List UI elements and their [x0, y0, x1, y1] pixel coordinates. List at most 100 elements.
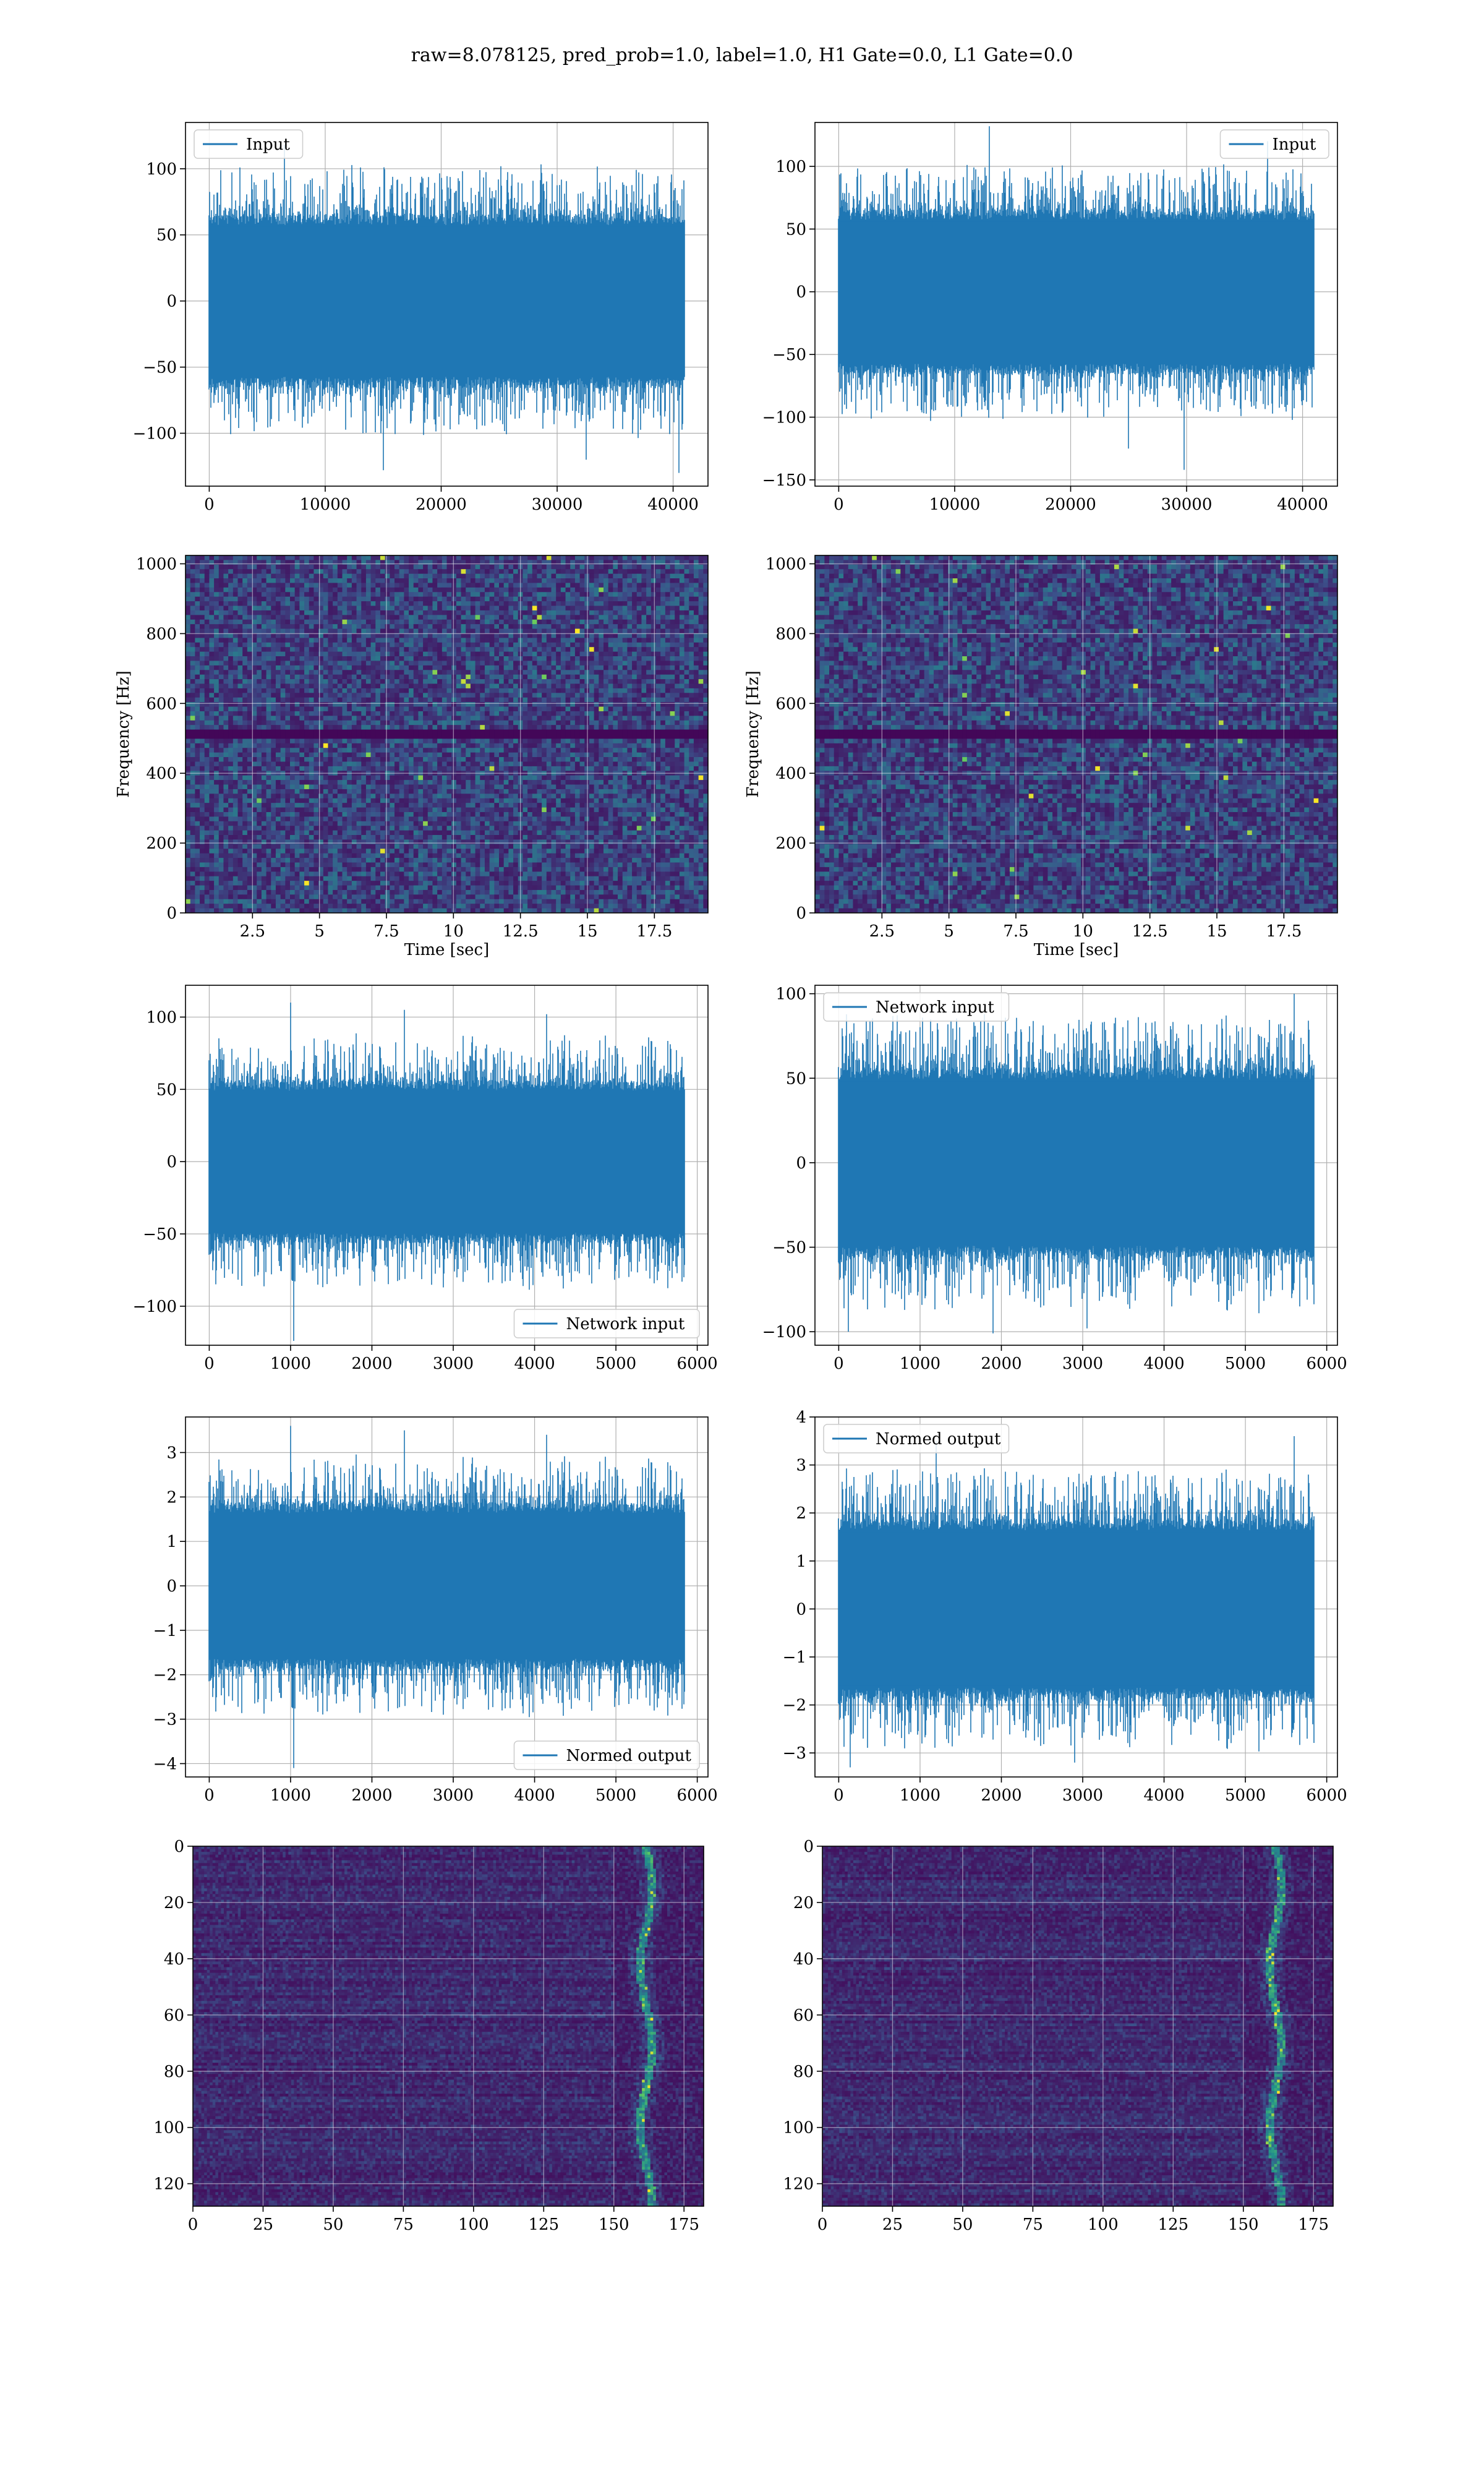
y-tick-label: 100	[146, 1008, 177, 1027]
heatmap-cells	[193, 1846, 704, 2207]
x-tick-label: 1000	[270, 1355, 311, 1373]
y-tick-label: 1	[166, 1533, 177, 1551]
x-tick-label: 0	[204, 1355, 215, 1373]
y-tick-label: 100	[146, 160, 177, 179]
legend-label: Network input	[876, 998, 994, 1017]
y-tick-label: 1000	[765, 555, 806, 574]
y-tick-label: 3	[796, 1457, 806, 1475]
y-tick-label: 600	[146, 695, 177, 713]
x-tick-label: 0	[204, 495, 215, 514]
x-tick-label: 3000	[1062, 1786, 1103, 1805]
y-tick-label: 40	[793, 1950, 814, 1969]
x-tick-label: 12.5	[1132, 922, 1168, 941]
x-tick-label: 30000	[532, 495, 583, 514]
x-tick-label: 17.5	[1266, 922, 1302, 941]
y-tick-label: 50	[786, 1069, 806, 1088]
x-tick-label: 75	[1023, 2215, 1043, 2234]
y-tick-label: 0	[796, 1154, 806, 1173]
x-tick-label: 6000	[1307, 1355, 1347, 1373]
x-tick-label: 150	[1228, 2215, 1259, 2234]
x-tick-label: 7.5	[373, 922, 399, 941]
x-tick-label: 6000	[677, 1786, 718, 1805]
y-tick-label: 1000	[136, 555, 177, 574]
x-tick-label: 0	[834, 1786, 844, 1805]
y-tick-label: 600	[775, 695, 806, 713]
series-body	[209, 1092, 684, 1231]
y-tick-label: 50	[156, 1081, 177, 1099]
x-tick-label: 125	[1158, 2215, 1188, 2234]
series-body	[838, 221, 1313, 362]
y-tick-label: −50	[772, 1239, 806, 1257]
y-tick-label: 80	[164, 2063, 184, 2081]
y-tick-label: −100	[762, 408, 806, 427]
x-tick-label: 100	[1088, 2215, 1119, 2234]
x-tick-label: 0	[188, 2215, 198, 2234]
y-tick-label: −3	[153, 1711, 177, 1729]
x-tick-label: 17.5	[636, 922, 672, 941]
x-tick-label: 100	[458, 2215, 489, 2234]
x-tick-label: 10	[443, 922, 464, 941]
y-tick-label: −4	[153, 1755, 177, 1773]
heatmap-cells	[815, 555, 1338, 914]
legend: Input	[194, 130, 303, 158]
x-tick-label: 6000	[1307, 1786, 1347, 1805]
x-tick-label: 40000	[1277, 495, 1328, 514]
x-tick-label: 5	[314, 922, 325, 941]
x-tick-label: 25	[882, 2215, 903, 2234]
x-tick-label: 30000	[1161, 495, 1213, 514]
x-tick-label: 5000	[1225, 1786, 1266, 1805]
x-tick-label: 10000	[300, 495, 351, 514]
y-tick-label: 200	[146, 834, 177, 853]
y-tick-label: −3	[783, 1744, 806, 1763]
y-tick-label: 20	[793, 1894, 814, 1912]
y-tick-label: 0	[166, 1153, 177, 1171]
legend: Network input	[824, 993, 1009, 1021]
legend-label: Network input	[566, 1315, 685, 1333]
y-tick-label: −50	[143, 359, 177, 377]
y-tick-label: 0	[796, 1600, 806, 1619]
series-body	[209, 227, 684, 375]
series-body	[209, 1515, 684, 1657]
x-tick-label: 75	[393, 2215, 414, 2234]
y-tick-label: −100	[133, 1298, 177, 1316]
x-tick-label: 4000	[1143, 1786, 1184, 1805]
y-tick-label: 400	[775, 764, 806, 783]
heatmap-cells	[186, 555, 709, 914]
x-tick-label: 20000	[416, 495, 467, 514]
x-tick-label: 175	[668, 2215, 699, 2234]
y-tick-label: −2	[783, 1697, 806, 1715]
y-tick-label: 0	[796, 283, 806, 302]
plot-area	[822, 1846, 1334, 2207]
legend: Network input	[514, 1309, 700, 1338]
x-tick-label: 3000	[1062, 1355, 1103, 1373]
x-tick-label: 1000	[900, 1786, 940, 1805]
y-tick-label: 4	[796, 1408, 806, 1427]
x-tick-label: 5	[944, 922, 954, 941]
y-tick-label: 3	[166, 1444, 177, 1462]
x-tick-label: 3000	[433, 1786, 474, 1805]
y-tick-label: 200	[775, 834, 806, 853]
plot-area	[815, 985, 1337, 1345]
panel-spec-h1: 2.5 5 7.5 10 12.5 15 17.502004006008001000Time…	[114, 555, 709, 959]
y-tick-label: 2	[166, 1488, 177, 1507]
panel-spec-l1: 2.5 5 7.5 10 12.5 15 17.502004006008001000Time…	[744, 555, 1338, 959]
legend: Input	[1221, 130, 1329, 158]
plot-area	[186, 555, 709, 914]
y-tick-label: −50	[143, 1225, 177, 1244]
legend-label: Normed output	[876, 1430, 1001, 1449]
x-axis-label: Time [sec]	[1034, 941, 1119, 959]
x-tick-label: 0	[834, 495, 844, 514]
y-tick-label: 0	[166, 293, 177, 311]
y-tick-label: 40	[164, 1950, 184, 1969]
x-tick-label: 2000	[981, 1786, 1021, 1805]
x-tick-label: 50	[323, 2215, 343, 2234]
y-tick-label: 400	[146, 764, 177, 783]
y-tick-label: 50	[156, 226, 177, 245]
y-tick-label: 100	[775, 158, 806, 176]
y-tick-label: 800	[146, 625, 177, 643]
